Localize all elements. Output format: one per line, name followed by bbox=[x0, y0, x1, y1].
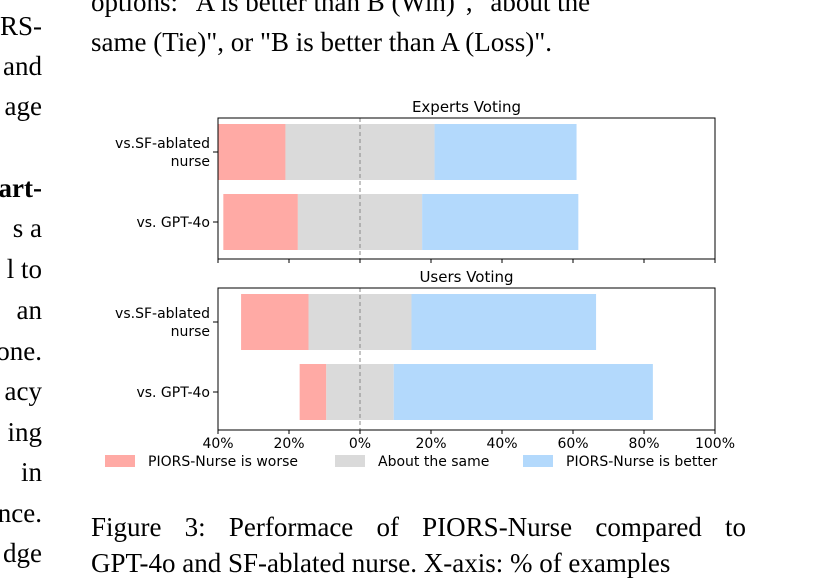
left-fragment: s a bbox=[12, 213, 42, 243]
bar-segment bbox=[393, 364, 653, 420]
left-fragment: l to bbox=[6, 254, 42, 284]
x-tick-label: 100% bbox=[695, 436, 735, 452]
legend-label: PIORS-Nurse is worse bbox=[148, 454, 298, 470]
caption-line: GPT-4o and SF-ablated nurse. X-axis: % o… bbox=[91, 548, 671, 578]
left-fragment: RS- bbox=[0, 11, 42, 41]
bar-segment bbox=[299, 364, 327, 420]
body-line: options: "A is better than B (Win)", "ab… bbox=[91, 0, 591, 17]
bar-segment bbox=[223, 194, 298, 250]
x-tick-label: 60% bbox=[557, 436, 588, 452]
x-tick-label: 0% bbox=[349, 436, 371, 452]
legend-swatch bbox=[105, 455, 135, 467]
x-tick-label: 20% bbox=[273, 436, 304, 452]
category-label: vs. GPT-4o bbox=[136, 385, 210, 401]
legend-label: About the same bbox=[378, 454, 489, 470]
figure-caption: Figure 3: Performace of PIORS-Nurse comp… bbox=[91, 509, 746, 581]
bar-segment bbox=[218, 124, 286, 180]
left-fragment: art- bbox=[0, 173, 42, 203]
panel-title: Users Voting bbox=[419, 268, 513, 286]
left-fragment: nce. bbox=[0, 498, 42, 528]
left-fragment: acy bbox=[4, 376, 42, 406]
x-tick-label: 40% bbox=[202, 436, 233, 452]
bar-segment bbox=[434, 124, 577, 180]
left-fragment: one. bbox=[0, 336, 42, 366]
category-label: vs.SF-ablated bbox=[115, 136, 210, 152]
caption-line: Figure 3: Performace of PIORS-Nurse comp… bbox=[91, 512, 746, 542]
body-line: same (Tie)", or "B is better than A (Los… bbox=[91, 27, 553, 57]
x-tick-label: 80% bbox=[628, 436, 659, 452]
category-label: nurse bbox=[171, 154, 210, 170]
category-label: vs.SF-ablated bbox=[115, 306, 210, 322]
category-label: vs. GPT-4o bbox=[136, 215, 210, 231]
plot-frame bbox=[217, 287, 716, 431]
plot-frame bbox=[217, 117, 716, 260]
bar-segment bbox=[422, 194, 579, 250]
legend-swatch bbox=[523, 455, 553, 467]
bar-segment bbox=[241, 294, 309, 350]
legend-swatch bbox=[335, 455, 365, 467]
x-tick-label: 20% bbox=[415, 436, 446, 452]
x-tick-label: 40% bbox=[486, 436, 517, 452]
category-label: nurse bbox=[171, 324, 210, 340]
left-fragment: ing bbox=[7, 417, 42, 447]
left-fragment: and bbox=[3, 51, 42, 81]
left-column-text: RS- and age art- s a l to an one. acy in… bbox=[0, 0, 60, 574]
panel-title: Experts Voting bbox=[412, 98, 521, 116]
body-paragraph: options: "A is better than B (Win)", "ab… bbox=[91, 0, 746, 62]
left-fragment: in bbox=[20, 457, 42, 487]
left-fragment: age bbox=[4, 91, 42, 121]
legend-label: PIORS-Nurse is better bbox=[566, 454, 717, 470]
left-fragment: dge bbox=[3, 538, 42, 568]
left-fragment: an bbox=[16, 295, 42, 325]
bar-segment bbox=[411, 294, 597, 350]
